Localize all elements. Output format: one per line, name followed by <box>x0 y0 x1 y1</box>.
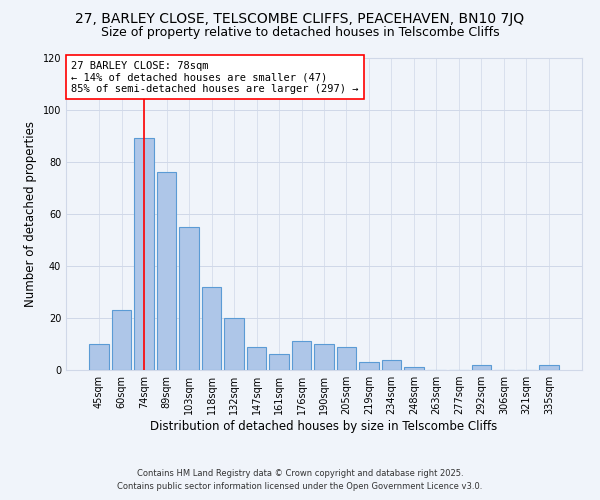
Bar <box>157 172 176 370</box>
Bar <box>202 286 221 370</box>
Bar <box>89 344 109 370</box>
Text: 27, BARLEY CLOSE, TELSCOMBE CLIFFS, PEACEHAVEN, BN10 7JQ: 27, BARLEY CLOSE, TELSCOMBE CLIFFS, PEAC… <box>76 12 524 26</box>
Bar <box>382 360 401 370</box>
Bar <box>472 365 491 370</box>
Bar <box>314 344 334 370</box>
Bar <box>359 362 379 370</box>
Bar <box>179 227 199 370</box>
X-axis label: Distribution of detached houses by size in Telscombe Cliffs: Distribution of detached houses by size … <box>151 420 497 433</box>
Bar <box>539 365 559 370</box>
Bar <box>404 368 424 370</box>
Bar <box>134 138 154 370</box>
Bar <box>337 346 356 370</box>
Y-axis label: Number of detached properties: Number of detached properties <box>24 120 37 306</box>
Text: Size of property relative to detached houses in Telscombe Cliffs: Size of property relative to detached ho… <box>101 26 499 39</box>
Bar <box>224 318 244 370</box>
Bar <box>269 354 289 370</box>
Bar <box>112 310 131 370</box>
Text: Contains HM Land Registry data © Crown copyright and database right 2025.
Contai: Contains HM Land Registry data © Crown c… <box>118 469 482 491</box>
Text: 27 BARLEY CLOSE: 78sqm
← 14% of detached houses are smaller (47)
85% of semi-det: 27 BARLEY CLOSE: 78sqm ← 14% of detached… <box>71 60 359 94</box>
Bar <box>292 342 311 370</box>
Bar <box>247 346 266 370</box>
